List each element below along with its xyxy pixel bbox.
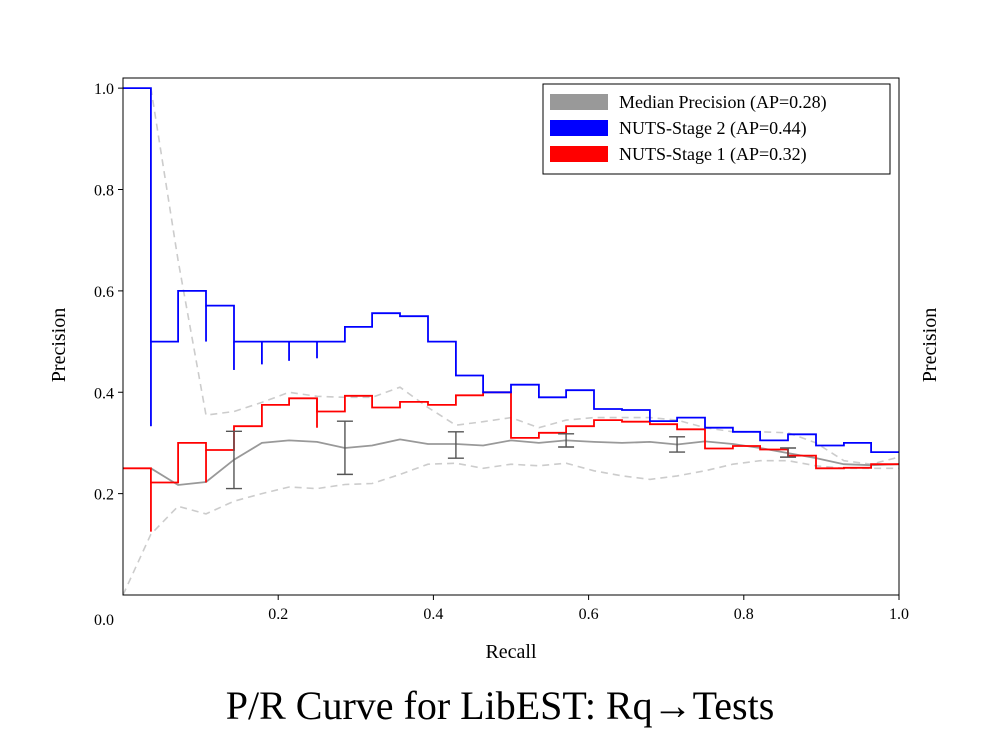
legend-label-stage2: NUTS-Stage 2 (AP=0.44) [619, 118, 807, 139]
legend-label-median: Median Precision (AP=0.28) [619, 92, 827, 113]
error-bars [225, 420, 797, 490]
plot-area [122, 77, 900, 596]
legend-swatch-median [550, 94, 608, 110]
legend: Median Precision (AP=0.28) NUTS-Stage 2 … [542, 83, 891, 175]
plot-frame [122, 77, 900, 596]
legend-swatch-stage1 [550, 146, 608, 162]
y-tick-label-2: 0.6 [94, 284, 114, 301]
x-tick-label-0: 0.2 [268, 606, 288, 623]
y-tick-label-3: 0.8 [94, 183, 114, 200]
y-axis-label-left: Precision [48, 308, 70, 382]
y-tick-label-0: 0.2 [94, 487, 114, 504]
legend-label-stage1: NUTS-Stage 1 (AP=0.32) [619, 144, 807, 165]
series-line-median-precision-ap-0-28 [150, 438, 899, 486]
series-layer [123, 87, 899, 595]
chart-caption: P/R Curve for LibEST: Rq→Tests [225, 683, 775, 728]
y-tick-label-1: 0.4 [94, 385, 114, 402]
origin-tick-label: 0.0 [94, 612, 114, 629]
y-axis-label-right: Precision [919, 308, 941, 382]
x-tick-label-3: 0.8 [734, 606, 754, 623]
x-axis-label: Recall [485, 641, 537, 663]
x-tick-label-1: 0.4 [423, 606, 443, 623]
series-line-nuts-stage-1-ap-0-32 [123, 391, 899, 484]
legend-swatch-stage2 [550, 120, 608, 136]
x-tick-label-2: 0.6 [579, 606, 599, 623]
axis-ticks: 0.2 0.4 0.6 0.8 1.0 0.2 0.4 0.6 0.8 1.0 0.0 [94, 81, 909, 629]
series-line-nuts-stage-2-ap-0-44 [123, 87, 899, 454]
series-line-lower-bound [123, 459, 899, 595]
y-tick-label-4: 1.0 [94, 81, 114, 98]
pr-curve-chart: 0.2 0.4 0.6 0.8 1.0 0.2 0.4 0.6 0.8 1.0 0.0 Recall… [48, 77, 941, 663]
x-tick-label-4: 1.0 [889, 606, 909, 623]
